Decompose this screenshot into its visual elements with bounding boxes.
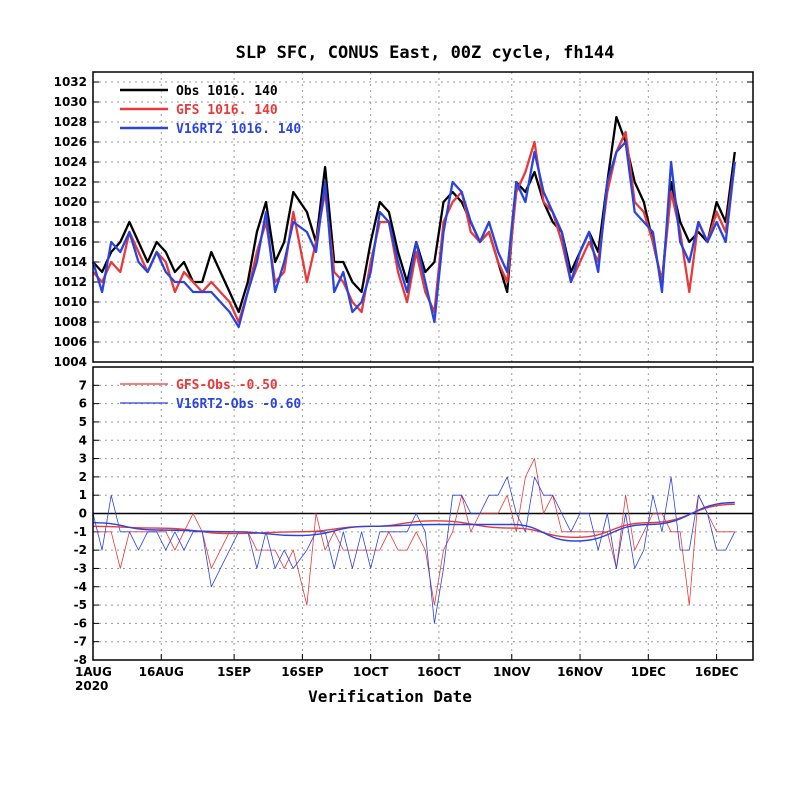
x-tick-label: 1DEC [631, 665, 667, 679]
legend-label: V16RT2 1016. 140 [176, 122, 301, 137]
y-tick-label: 1026 [54, 135, 87, 149]
y-tick-label: -5 [74, 598, 87, 612]
y-tick-label: 7 [79, 378, 87, 392]
legend-label: Obs 1016. 140 [176, 84, 278, 99]
plot-frame [92, 71, 754, 363]
y-tick-label: 1022 [54, 175, 87, 189]
y-tick-label: -1 [74, 525, 87, 539]
y-tick-label: 1030 [54, 95, 87, 109]
y-tick-label: 1006 [54, 335, 87, 349]
series-line-v16rt2-obs-mean [92, 501, 735, 542]
y-tick-label: 1004 [54, 355, 87, 369]
y-tick-label: 1012 [54, 275, 87, 289]
y-tick-label: -3 [74, 561, 87, 575]
y-tick-label: 1008 [54, 315, 87, 329]
series-line-gfs-obs [93, 458, 735, 606]
x-tick-label: 16OCT [417, 665, 462, 679]
y-tick-label: 3 [79, 452, 87, 466]
y-tick-label: 6 [79, 397, 87, 411]
x-tick-label: 1OCT [353, 665, 389, 679]
y-tick-label: 1032 [54, 75, 87, 89]
legend-label: GFS-Obs -0.50 [176, 378, 278, 393]
y-tick-label: -7 [74, 635, 87, 649]
bottom-panel: -8 -7 -6 -5 -4 -3 -2 -1 0 1 2 3 4 5 6 7 GFS-Obs -0.50 V16… [74, 366, 754, 667]
top-panel: 1004 1006 1008 1010 1012 1014 1016 1018 1020 1022… [54, 71, 754, 369]
y-tick-label: 1020 [54, 195, 87, 209]
x-tick-label: 1AUG [75, 665, 112, 679]
y-tick-label: 5 [79, 415, 87, 429]
x-tick-label: 1NOV [493, 665, 531, 679]
legend-label: GFS 1016. 140 [176, 103, 278, 118]
x-axis: 1AUG 16AUG 1SEP 16SEP 1OCT 16OCT 1NOV 16NOV 1DEC… [75, 654, 739, 693]
y-tick-label: -4 [74, 580, 87, 594]
series-line-gfs [92, 130, 736, 324]
x-tick-label: 16NOV [557, 665, 604, 679]
series-line-v16rt2 [91, 140, 736, 329]
y-tick-label: 1 [79, 488, 87, 502]
plot-frame [92, 366, 754, 661]
series-line-obs [92, 115, 736, 314]
chart-title: SLP SFC, CONUS East, 00Z cycle, fh144 [236, 43, 615, 63]
y-tick-label: 1018 [54, 215, 87, 229]
y-tick-label: -8 [74, 653, 87, 667]
y-tick-label: 4 [79, 433, 87, 447]
y-tick-label: 1024 [54, 155, 87, 169]
x-tick-label: 16AUG [139, 665, 184, 679]
x-tick-label: 16DEC [695, 665, 739, 679]
x-axis-label: Verification Date [308, 687, 472, 706]
x-tick-label: 16SEP [281, 665, 324, 679]
x-tick-label: 1SEP [217, 665, 251, 679]
y-tick-label: -6 [74, 616, 87, 630]
legend-label: V16RT2-Obs -0.60 [176, 397, 301, 412]
x-year-label: 2020 [75, 679, 108, 693]
y-tick-label: 2 [79, 470, 87, 484]
y-tick-label: 0 [79, 507, 87, 521]
y-tick-label: -2 [74, 543, 87, 557]
y-tick-label: 1016 [54, 235, 87, 249]
y-tick-label: 1010 [54, 295, 87, 309]
y-tick-label: 1028 [54, 115, 87, 129]
y-tick-label: 1014 [54, 255, 87, 269]
